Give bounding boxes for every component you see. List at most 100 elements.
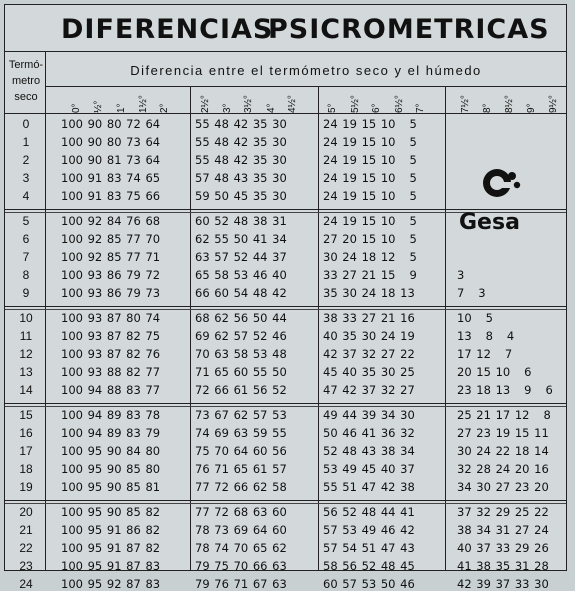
humidity-values-d: 27 23 19 15 11 bbox=[457, 426, 549, 440]
humidity-values-a: 100 91 83 75 66 bbox=[61, 189, 161, 203]
humidity-values-a: 100 95 90 85 82 bbox=[61, 505, 161, 519]
dry-temp-cell: 13 bbox=[19, 365, 33, 379]
humidity-values-c: 47 42 37 32 27 bbox=[323, 383, 415, 397]
humidity-values-b: 79 76 71 67 63 bbox=[195, 577, 287, 591]
humidity-values-c: 30 24 18 12 5 bbox=[323, 250, 417, 264]
termo-line-3: seco bbox=[14, 91, 38, 103]
degree-header: 5° bbox=[327, 103, 338, 113]
degree-header: 7½° bbox=[460, 95, 471, 113]
humidity-values-d: 38 34 31 27 24 bbox=[457, 523, 549, 537]
termo-line-2: metro bbox=[11, 75, 41, 87]
dry-temp-cell: 5 bbox=[22, 214, 30, 228]
degree-header: 8° bbox=[482, 103, 493, 113]
degree-header: 4° bbox=[266, 103, 277, 113]
humidity-values-a: 100 93 88 82 77 bbox=[61, 365, 161, 379]
humidity-values-a: 100 94 88 83 77 bbox=[61, 383, 161, 397]
dry-temp-cell: 24 bbox=[19, 577, 33, 591]
humidity-values-a: 100 95 91 86 82 bbox=[61, 523, 161, 537]
humidity-values-b: 63 57 52 44 37 bbox=[195, 250, 287, 264]
humidity-values-d: 41 38 35 31 28 bbox=[457, 559, 549, 573]
humidity-values-d: 42 39 37 33 30 bbox=[457, 577, 549, 591]
humidity-values-a: 100 95 91 87 82 bbox=[61, 541, 161, 555]
group-row-line bbox=[5, 500, 566, 501]
dry-temp-cell: 16 bbox=[19, 426, 33, 440]
degree-header: 6° bbox=[371, 103, 382, 113]
humidity-values-b: 69 62 57 52 46 bbox=[195, 329, 287, 343]
humidity-values-b: 75 70 64 60 56 bbox=[195, 444, 287, 458]
humidity-values-a: 100 93 86 79 73 bbox=[61, 286, 161, 300]
humidity-values-a: 100 92 84 76 68 bbox=[61, 214, 161, 228]
humidity-values-d: 17 12 7 bbox=[457, 347, 513, 361]
dry-temp-cell: 10 bbox=[19, 311, 33, 325]
humidity-values-a: 100 94 89 83 79 bbox=[61, 426, 161, 440]
degree-header: 9° bbox=[526, 103, 537, 113]
humidity-values-c: 57 54 51 47 43 bbox=[323, 541, 415, 555]
humidity-values-a: 100 91 83 74 65 bbox=[61, 171, 161, 185]
dry-temp-cell: 3 bbox=[22, 171, 30, 185]
humidity-values-c: 52 48 43 38 34 bbox=[323, 444, 415, 458]
group-column-line bbox=[190, 86, 191, 571]
dry-temp-cell: 17 bbox=[19, 444, 33, 458]
humidity-values-c: 58 56 52 48 45 bbox=[323, 559, 415, 573]
humidity-values-c: 40 35 30 24 19 bbox=[323, 329, 415, 343]
humidity-values-b: 78 74 70 65 62 bbox=[195, 541, 287, 555]
humidity-values-a: 100 90 80 73 64 bbox=[61, 135, 161, 149]
termo-line-1: Termó- bbox=[8, 59, 44, 71]
group-row-line bbox=[5, 306, 566, 307]
title-word-diferencias: DIFERENCIAS bbox=[61, 14, 274, 45]
dry-temp-cell: 15 bbox=[19, 408, 33, 422]
humidity-values-d: 37 32 29 25 22 bbox=[457, 505, 549, 519]
psychrometric-table: DIFERENCIAS PSICROMETRICAS Termó- metro … bbox=[4, 4, 567, 591]
group-row-line bbox=[5, 209, 566, 210]
dry-temp-cell: 21 bbox=[19, 523, 33, 537]
humidity-values-b: 78 73 69 64 60 bbox=[195, 523, 287, 537]
humidity-values-b: 55 48 42 35 30 bbox=[195, 117, 287, 131]
humidity-values-a: 100 92 85 77 70 bbox=[61, 232, 161, 246]
humidity-values-c: 42 37 32 27 22 bbox=[323, 347, 415, 361]
degree-header: 3½° bbox=[243, 95, 254, 113]
humidity-values-c: 33 27 21 15 9 bbox=[323, 268, 417, 282]
humidity-values-c: 24 19 15 10 5 bbox=[323, 171, 417, 185]
humidity-values-c: 55 51 47 42 38 bbox=[323, 480, 415, 494]
termometro-seco-header: Termó- metro seco bbox=[7, 57, 45, 105]
humidity-values-c: 38 33 27 21 16 bbox=[323, 311, 415, 325]
degree-header: 1° bbox=[116, 103, 127, 113]
header-bottom-line bbox=[5, 113, 566, 114]
group-row-line bbox=[5, 403, 566, 404]
humidity-values-d: 25 21 17 12 8 bbox=[457, 408, 551, 422]
humidity-values-d: 30 24 22 18 14 bbox=[457, 444, 549, 458]
humidity-values-d: 40 37 33 29 26 bbox=[457, 541, 549, 555]
humidity-values-a: 100 95 92 87 83 bbox=[61, 577, 161, 591]
humidity-values-b: 68 62 56 50 44 bbox=[195, 311, 287, 325]
dry-temp-cell: 14 bbox=[19, 383, 33, 397]
humidity-values-b: 73 67 62 57 53 bbox=[195, 408, 287, 422]
humidity-values-c: 60 57 53 50 46 bbox=[323, 577, 415, 591]
humidity-values-b: 76 71 65 61 57 bbox=[195, 462, 287, 476]
dry-temp-cell: 1 bbox=[22, 135, 30, 149]
degree-header: ½° bbox=[93, 100, 104, 113]
dry-temp-cell: 11 bbox=[19, 329, 33, 343]
degree-header: 5½° bbox=[350, 95, 361, 113]
humidity-values-c: 53 49 45 40 37 bbox=[323, 462, 415, 476]
degree-header: 8½° bbox=[504, 95, 515, 113]
diferencia-header: Diferencia entre el termómetro seco y el… bbox=[130, 63, 482, 78]
humidity-values-c: 49 44 39 34 30 bbox=[323, 408, 415, 422]
group-column-line bbox=[445, 86, 446, 571]
humidity-values-c: 56 52 48 44 41 bbox=[323, 505, 415, 519]
dry-temp-cell: 0 bbox=[22, 117, 30, 131]
humidity-values-d: 7 3 bbox=[457, 286, 486, 300]
degree-header: 2° bbox=[159, 103, 170, 113]
group-row-line-thin bbox=[5, 503, 566, 504]
title-separator bbox=[5, 51, 566, 52]
degree-header: 3° bbox=[222, 103, 233, 113]
dry-temp-cell: 7 bbox=[22, 250, 30, 264]
dry-temp-cell: 6 bbox=[22, 232, 30, 246]
humidity-values-b: 77 72 66 62 58 bbox=[195, 480, 287, 494]
dry-temp-cell: 19 bbox=[19, 480, 33, 494]
dry-temp-cell: 2 bbox=[22, 153, 30, 167]
humidity-values-b: 62 55 50 41 34 bbox=[195, 232, 287, 246]
group-row-line-thin bbox=[5, 212, 566, 213]
degree-header: 9½° bbox=[548, 95, 559, 113]
humidity-values-d: 3 bbox=[457, 268, 465, 282]
humidity-values-d: 10 5 bbox=[457, 311, 493, 325]
